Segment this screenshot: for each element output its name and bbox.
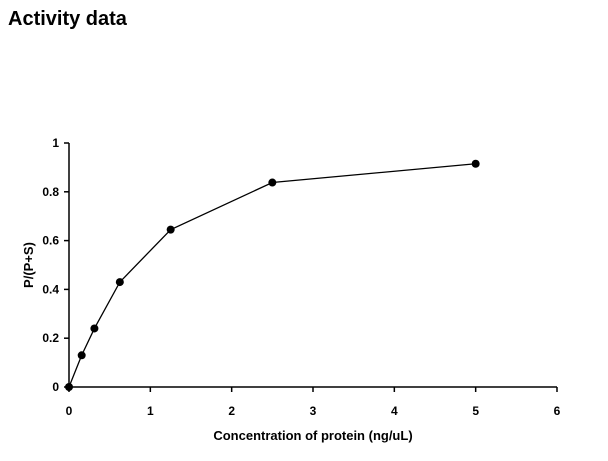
data-point bbox=[65, 383, 73, 391]
x-axis-label: Concentration of protein (ng/uL) bbox=[213, 428, 412, 443]
data-line bbox=[68, 163, 476, 388]
data-point bbox=[166, 225, 175, 234]
x-tick-label: 6 bbox=[554, 404, 561, 418]
x-tick-label: 2 bbox=[228, 404, 235, 418]
y-axis-label: P/(P+S) bbox=[21, 242, 36, 288]
y-tick-label: 0 bbox=[52, 380, 59, 394]
x-tick-label: 4 bbox=[391, 404, 398, 418]
data-point bbox=[115, 278, 124, 287]
data-point bbox=[268, 178, 277, 187]
data-point bbox=[471, 159, 480, 168]
y-tick-label: 0.4 bbox=[42, 282, 59, 296]
data-point bbox=[77, 351, 86, 360]
y-tick-label: 1 bbox=[52, 136, 59, 150]
y-tick-label: 0.2 bbox=[42, 331, 59, 345]
x-tick-label: 1 bbox=[147, 404, 154, 418]
y-tick-label: 0.8 bbox=[42, 185, 59, 199]
y-tick-label: 0.6 bbox=[42, 234, 59, 248]
chart-title: Activity data bbox=[8, 8, 128, 30]
x-tick-label: 5 bbox=[472, 404, 479, 418]
x-tick-label: 3 bbox=[310, 404, 317, 418]
data-point bbox=[90, 324, 99, 333]
x-tick-label: 0 bbox=[66, 404, 73, 418]
